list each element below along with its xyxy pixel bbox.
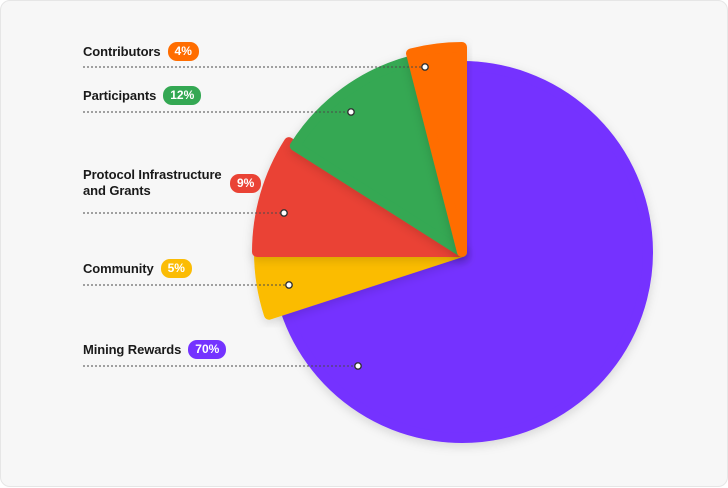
anchor-dot-contributors bbox=[421, 63, 429, 71]
legend-item-participants: Participants 12% bbox=[83, 86, 202, 105]
percent-badge-mining-rewards: 70% bbox=[188, 340, 227, 359]
legend-item-mining-rewards: Mining Rewards 70% bbox=[83, 340, 227, 359]
anchor-dot-community bbox=[285, 281, 293, 289]
legend-item-community: Community 5% bbox=[83, 259, 192, 278]
anchor-dot-participants bbox=[347, 108, 355, 116]
anchor-dot-protocol-infrastructure bbox=[280, 209, 288, 217]
legend-item-protocol-infrastructure: Protocol Infrastructure and Grants 9% bbox=[83, 167, 262, 199]
percent-badge-community: 5% bbox=[160, 259, 192, 278]
pie-slices bbox=[252, 42, 653, 443]
percent-badge-participants: 12% bbox=[163, 86, 202, 105]
slice-label-community: Community bbox=[83, 260, 154, 276]
anchor-dot-mining-rewards bbox=[354, 362, 362, 370]
percent-badge-protocol-infrastructure: 9% bbox=[230, 173, 262, 193]
slice-label-protocol-infrastructure: Protocol Infrastructure and Grants bbox=[83, 167, 222, 198]
legend-item-contributors: Contributors 4% bbox=[83, 42, 199, 61]
pie-slice-contributors bbox=[406, 42, 467, 257]
slice-label-mining-rewards: Mining Rewards bbox=[83, 341, 182, 357]
slice-label-contributors: Contributors bbox=[83, 43, 161, 59]
leader-lines bbox=[83, 63, 429, 370]
percent-badge-contributors: 4% bbox=[167, 42, 199, 61]
slice-label-participants: Participants bbox=[83, 87, 157, 103]
